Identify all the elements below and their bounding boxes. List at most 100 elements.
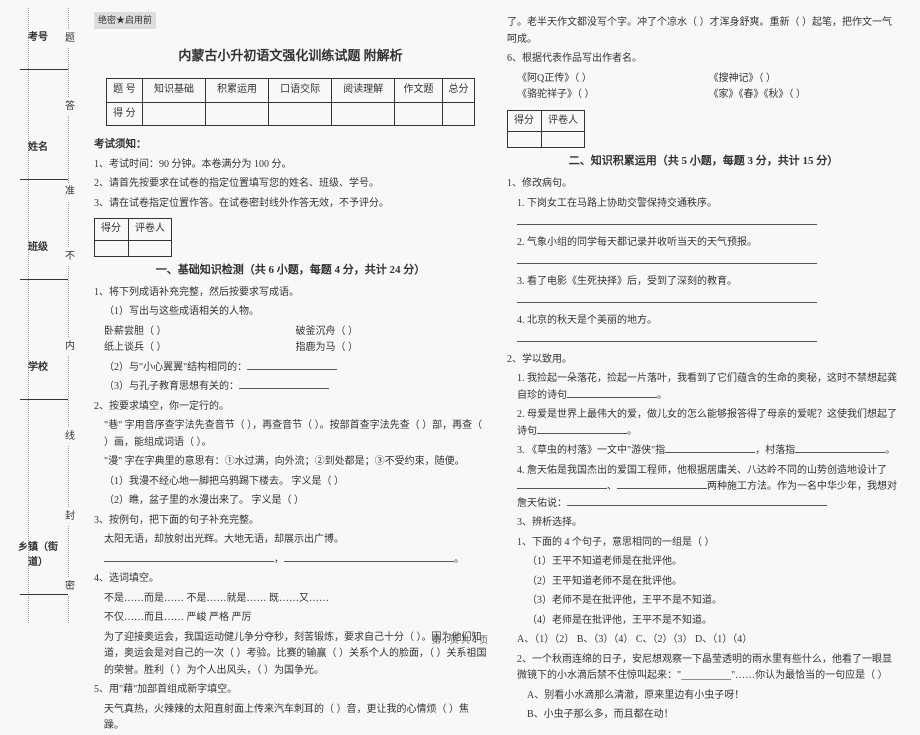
q1-3: （3）与孔子教育思想有关的： [94, 379, 487, 396]
cell: 卧薪尝胆（ ） [104, 324, 296, 341]
field-label: 考号 [28, 32, 48, 43]
part2-title: 二、知识积累运用（共 5 小题，每题 3 分，共计 15 分） [507, 152, 900, 170]
confidential-stamp: 绝密★启用前 [94, 12, 156, 29]
cell [508, 132, 542, 148]
opt: （2）王平知道老师不是在批评他。 [507, 574, 900, 591]
grader-box: 得分评卷人 [507, 110, 585, 149]
q2-b1: （1）我漫不经心地一脚把乌鸦踢下楼去。 字义是（ ） [94, 474, 487, 491]
seal-char: 内 [61, 338, 76, 356]
grader-box: 得分评卷人 [94, 218, 172, 257]
cell [129, 240, 172, 256]
dotline-outer [28, 8, 29, 623]
opt: （3）老师不是在批评他，王平不是不知道。 [507, 593, 900, 610]
q4-a: 不是……而是…… 不是……就是…… 既……又…… [94, 591, 487, 608]
notice-heading: 考试须知： [94, 136, 487, 153]
opt: （1）王平不知道老师是在批评他。 [507, 554, 900, 571]
q6: 6、根据代表作品写出作者名。 [507, 51, 900, 68]
cell [95, 240, 129, 256]
cell: 评卷人 [542, 110, 585, 132]
q2-b2: （2）瞧，盆子里的水漫出来了。 字义是（ ） [94, 493, 487, 510]
exam-title: 内蒙古小升初语文强化训练试题 附解析 [94, 45, 487, 66]
th: 积累运用 [206, 79, 269, 103]
cell: 指鹿为马（ ） [296, 340, 488, 357]
seal-char: 线 [61, 428, 76, 446]
score-table: 题 号 知识基础 积累运用 口语交际 阅读理解 作文题 总分 得 分 [106, 78, 475, 126]
th: 总分 [442, 79, 474, 103]
p2-q2-3: 3. 《草虫的村落》一文中"游侠"指，村落指。 [507, 443, 900, 460]
seal-char: 准 [61, 183, 76, 201]
page-footer: 第 1 页 共 4 页 [0, 633, 920, 646]
q4-b: 不仅……而且…… 严峻 严格 严厉 [94, 610, 487, 627]
cell: 《搜神记》（ ） [709, 71, 901, 88]
q3-ex: 太阳无语，却放射出光辉。大地无语，却展示出广博。 [94, 532, 487, 549]
cell [206, 102, 269, 126]
p2-q2-2: 2. 母爱是世界上最伟大的爱，做儿女的怎么能够报答得了母亲的爱呢？这使我们想起了… [507, 407, 900, 440]
binding-spine: 题 答 准 不 内 线 封 密 考号 姓名 班级 学校 乡镇（街道） [18, 8, 80, 623]
blank [507, 332, 900, 349]
cell [395, 102, 443, 126]
q4: 4、选词填空。 [94, 571, 487, 588]
cell: 《骆驼祥子》（ ） [517, 87, 709, 104]
q5-a: 天气真热，火辣辣的太阳直射面上传来汽车刺耳的（ ）音，更让我的心情烦（ ）焦躁。 [94, 702, 487, 735]
p2-q1-4: 4. 北京的秋天是个美丽的地方。 [507, 313, 900, 330]
notice-item: 1、考试时间：90 分钟。本卷满分为 100 分。 [94, 157, 487, 174]
text: （3）与孔子教育思想有关的： [104, 381, 239, 392]
field-label: 姓名 [28, 142, 48, 153]
cell: 得分 [95, 219, 129, 241]
field-label: 学校 [28, 362, 48, 373]
p2-q1-1: 1. 下岗女工在马路上协助交警保持交通秩序。 [507, 196, 900, 213]
text: 4. 詹天佑是我国杰出的爱国工程师，他根据居庸关、八达岭不同的山势创造地设计了 [517, 465, 887, 476]
th: 口语交际 [269, 79, 332, 103]
seal-char: 答 [61, 98, 76, 116]
opt: A、别看小水滴那么清澈，原来里边有小虫子呀！ [507, 688, 900, 705]
field-label: 班级 [28, 242, 48, 253]
th: 知识基础 [142, 79, 205, 103]
p2-q3-a: 1、下面的 4 个句子，意思相同的一组是（ ） [507, 535, 900, 552]
th: 题 号 [106, 79, 142, 103]
p2-q2-1: 1. 我捡起一朵落花，捡起一片落叶，我看到了它们蕴含的生命的奥秘，这时不禁想起龚… [507, 371, 900, 404]
p2-q2-4: 4. 詹天佑是我国杰出的爱国工程师，他根据居庸关、八达岭不同的山势创造地设计了、… [507, 463, 900, 513]
cell: 《家》《春》《秋》（ ） [709, 87, 901, 104]
p2-q3-2: 2、一个秋雨连绵的日子，安尼想观察一下晶莹透明的雨水里有些什么，他看了一眼显微镜… [507, 652, 900, 685]
cell [269, 102, 332, 126]
field-exam-no: 考号 [18, 28, 58, 70]
th: 阅读理解 [332, 79, 395, 103]
opt: B、小虫子那么多，而且都在动！ [507, 707, 900, 724]
th: 作文题 [395, 79, 443, 103]
part1-title: 一、基础知识检测（共 6 小题，每题 4 分，共计 24 分） [94, 261, 487, 279]
cell: 《阿Q正传》（ ） [517, 71, 709, 88]
author-row: 《骆驼祥子》（ ） 《家》《春》《秋》（ ） [507, 87, 900, 104]
cell [542, 132, 585, 148]
cell: 评卷人 [129, 219, 172, 241]
right-column: 了。老半天作文都没写个字。冲了个凉水（ ）才浑身舒爽。重新（ ）起笔，把作文一气… [501, 8, 906, 635]
seal-char: 封 [61, 508, 76, 526]
text: （2）与"小心翼翼"结构相同的： [104, 362, 247, 373]
q2-b: "漫" 字在字典里的意思有：①水过满，向外流；②到处都是；③不受约束，随便。 [94, 454, 487, 471]
field-label: 乡镇（街道） [18, 542, 58, 568]
cell [442, 102, 474, 126]
text: ，村落指 [755, 445, 795, 456]
field-school: 学校 [18, 358, 58, 400]
notice-item: 2、请首先按要求在试卷的指定位置填写您的姓名、班级、学号。 [94, 176, 487, 193]
cont-text: 了。老半天作文都没写个字。冲了个凉水（ ）才浑身舒爽。重新（ ）起笔，把作文一气… [507, 15, 900, 48]
q5: 5、用"藉"加部首组成新字填空。 [94, 682, 487, 699]
cell: 纸上谈兵（ ） [104, 340, 296, 357]
q3: 3、按例句，把下面的句子补充完整。 [94, 513, 487, 530]
row-label: 得 分 [106, 102, 142, 126]
q1-2: （2）与"小心翼翼"结构相同的： [94, 360, 487, 377]
p2-q1-3: 3. 看了电影《生死抉择》后，受到了深刻的教育。 [507, 274, 900, 291]
page: 题 答 准 不 内 线 封 密 考号 姓名 班级 学校 乡镇（街道） 绝密★启用… [0, 0, 920, 635]
field-town: 乡镇（街道） [18, 538, 58, 595]
opt: （4）老师是在批评他，王平不是不知道。 [507, 613, 900, 630]
cell: 得分 [508, 110, 542, 132]
field-name: 姓名 [18, 138, 58, 180]
p2-q1-2: 2. 气象小组的同学每天都记录并收听当天的天气预报。 [507, 235, 900, 252]
idiom-row: 卧薪尝胆（ ） 破釜沉舟（ ） [94, 324, 487, 341]
text: 3. 《草虫的村落》一文中"游侠"指 [517, 445, 665, 456]
left-column: 绝密★启用前 内蒙古小升初语文强化训练试题 附解析 题 号 知识基础 积累运用 … [88, 8, 493, 635]
cell: 破釜沉舟（ ） [296, 324, 488, 341]
p2-q2: 2、学以致用。 [507, 352, 900, 369]
p2-q3: 3、辨析选择。 [507, 515, 900, 532]
idiom-row: 纸上谈兵（ ） 指鹿为马（ ） [94, 340, 487, 357]
p2-q1: 1、修改病句。 [507, 176, 900, 193]
